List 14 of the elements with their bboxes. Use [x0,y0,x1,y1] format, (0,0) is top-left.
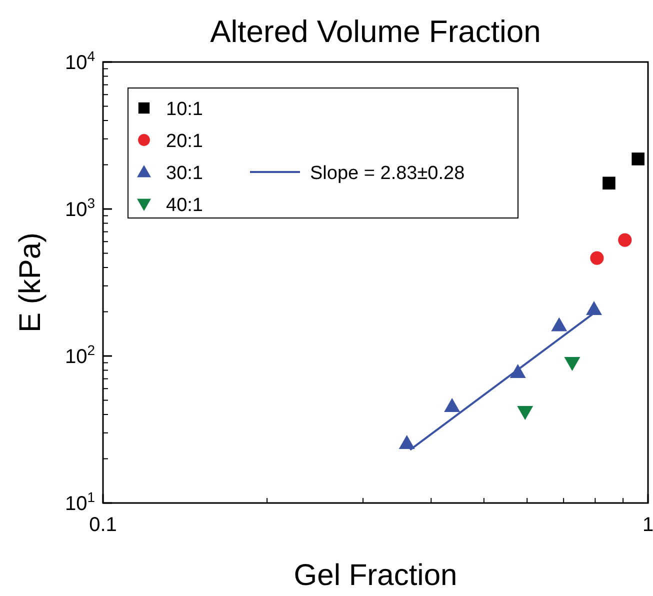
x-tick-label: 1 [642,514,653,536]
chart-title: Altered Volume Fraction [210,14,541,49]
y-tick-label: 10$^{2}$ [64,342,96,368]
legend-label: 40:1 [166,195,203,216]
y-axis-title: E (kPa) [14,232,47,333]
legend-label: 30:1 [166,163,203,184]
legend-label: 10:1 [166,99,203,120]
legend-label: 20:1 [166,131,203,152]
x-axis-title: Gel Fraction [294,559,458,592]
y-tick-label: 10$^{4}$ [64,48,96,74]
y-tick-label: 10$^{1}$ [64,489,96,515]
legend-label: Slope = 2.83±0.28 [310,163,465,184]
x-tick-label: 0.1 [89,514,117,536]
y-tick-label: 10$^{3}$ [64,195,96,221]
